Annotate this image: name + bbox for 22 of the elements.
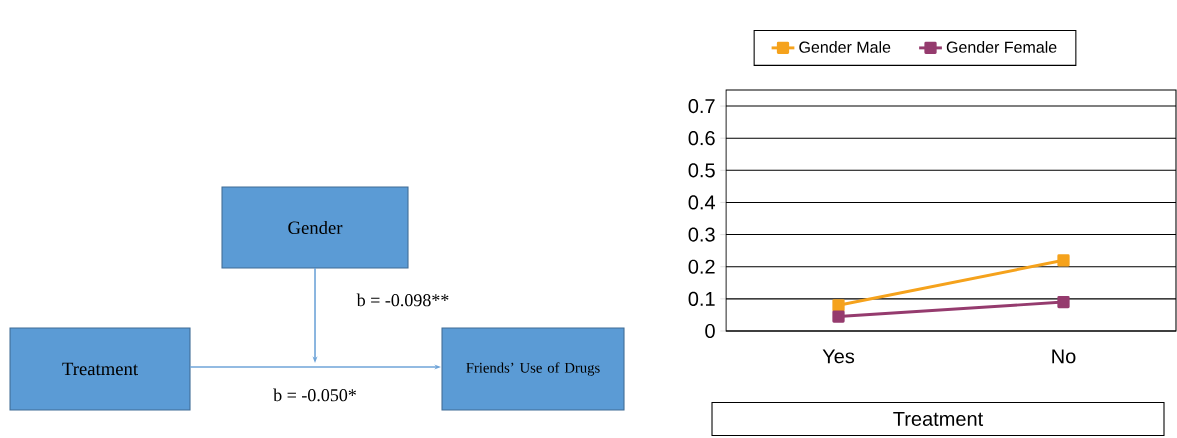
text: Treatment: [62, 362, 138, 376]
x-axis-title: Treatment: [893, 412, 984, 426]
x-tick-label: No: [1052, 349, 1076, 364]
y-tick-label: 0.2: [688, 259, 715, 274]
text: b = -0.050*: [273, 388, 356, 402]
text: Friends’ Use of Drugs: [466, 362, 600, 376]
y-tick-label: 0.5: [688, 163, 715, 178]
y-tick-label: 0.1: [688, 291, 715, 306]
legend-label: Gender Female: [946, 41, 1057, 53]
point: [1057, 254, 1070, 267]
legend-label: Gender Male: [799, 41, 891, 53]
point: [832, 299, 845, 312]
text: b = -0.098**: [356, 293, 449, 307]
y-tick-label: 0.4: [688, 195, 716, 210]
x-tick-label: Yes: [822, 349, 855, 364]
text: Gender: [288, 220, 343, 235]
y-tick-label: 0: [705, 323, 715, 339]
y-tick-label: 0.3: [688, 227, 715, 242]
point: [832, 310, 845, 323]
y-tick-label: 0.7: [688, 98, 715, 114]
point: [1057, 295, 1070, 309]
y-tick-label: 0.6: [688, 131, 715, 146]
